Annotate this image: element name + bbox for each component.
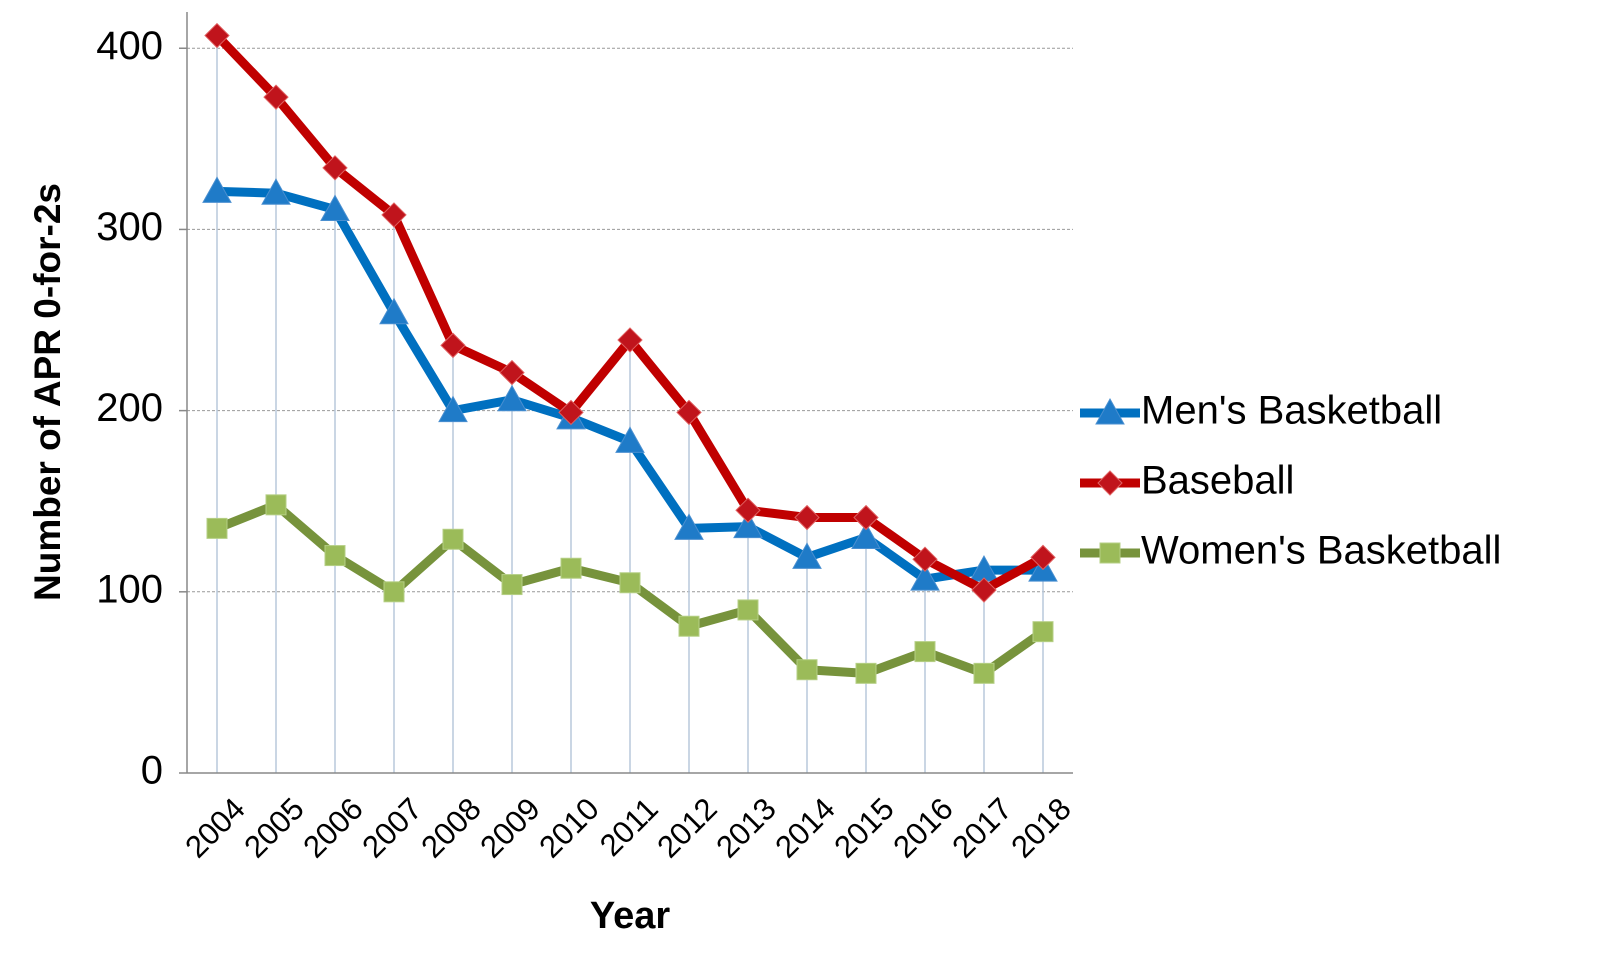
data-point	[912, 546, 938, 572]
data-point	[851, 522, 881, 549]
data-point	[737, 599, 759, 621]
x-tick-label: 2008	[414, 791, 488, 865]
y-tick-label: 100	[96, 567, 163, 611]
data-point	[324, 545, 346, 567]
x-axis-label: Year	[590, 895, 671, 937]
data-point	[676, 399, 702, 426]
data-point	[438, 395, 468, 423]
data-point	[383, 581, 405, 603]
data-point	[914, 641, 936, 663]
data-point	[501, 574, 523, 596]
x-tick-label: 2017	[945, 791, 1019, 865]
data-point	[381, 202, 407, 228]
data-point	[204, 22, 230, 49]
data-point	[202, 176, 232, 203]
x-tick-label: 2014	[768, 791, 842, 865]
x-tick-label: 2013	[709, 791, 783, 865]
data-point	[735, 497, 761, 523]
legend-label: Baseball	[1141, 459, 1294, 503]
legend-label: Women's Basketball	[1141, 529, 1501, 573]
data-point	[619, 572, 641, 594]
data-point	[322, 155, 348, 181]
y-tick-label: 0	[141, 749, 163, 793]
data-point	[440, 332, 466, 359]
x-tick-label: 2018	[1004, 791, 1078, 865]
legend-marker	[1099, 542, 1121, 564]
x-tick-label: 2016	[886, 791, 960, 865]
x-tick-label: 2015	[827, 791, 901, 865]
legend-label: Men's Basketball	[1141, 389, 1442, 433]
data-point	[265, 494, 287, 516]
data-point	[379, 297, 409, 325]
y-axis-label: Number of APR 0-for-2s	[27, 183, 68, 601]
data-point	[910, 564, 940, 591]
data-point	[617, 327, 643, 353]
x-tick-label: 2005	[237, 791, 311, 865]
data-point	[442, 528, 464, 550]
data-point	[560, 557, 582, 579]
data-point	[971, 577, 997, 603]
x-tick-label: 2006	[296, 791, 370, 865]
x-tick-label: 2012	[650, 791, 724, 865]
data-point	[615, 426, 645, 453]
data-point	[853, 504, 879, 531]
data-point	[855, 662, 877, 684]
x-tick-label: 2011	[593, 791, 665, 863]
y-tick-label: 300	[96, 205, 163, 249]
data-point	[794, 504, 820, 531]
x-tick-label: 2010	[532, 791, 606, 865]
x-tick-label: 2004	[178, 791, 252, 865]
data-point	[206, 517, 228, 539]
data-point	[733, 511, 763, 539]
data-point	[497, 384, 527, 412]
y-tick-label: 200	[96, 386, 163, 430]
data-point	[263, 84, 289, 110]
data-point	[792, 542, 822, 569]
data-point	[261, 178, 291, 205]
data-point	[320, 194, 350, 221]
data-point	[796, 659, 818, 681]
data-point	[1032, 621, 1054, 643]
legend-marker	[1095, 397, 1125, 425]
data-point	[973, 662, 995, 684]
data-point	[678, 615, 700, 637]
legend-marker	[1097, 470, 1123, 496]
y-tick-label: 400	[96, 24, 163, 68]
x-tick-label: 2009	[473, 791, 547, 865]
data-point	[674, 513, 704, 540]
x-tick-label: 2007	[355, 791, 429, 865]
data-point	[499, 359, 525, 386]
data-point	[1030, 544, 1056, 571]
data-point	[558, 399, 584, 426]
